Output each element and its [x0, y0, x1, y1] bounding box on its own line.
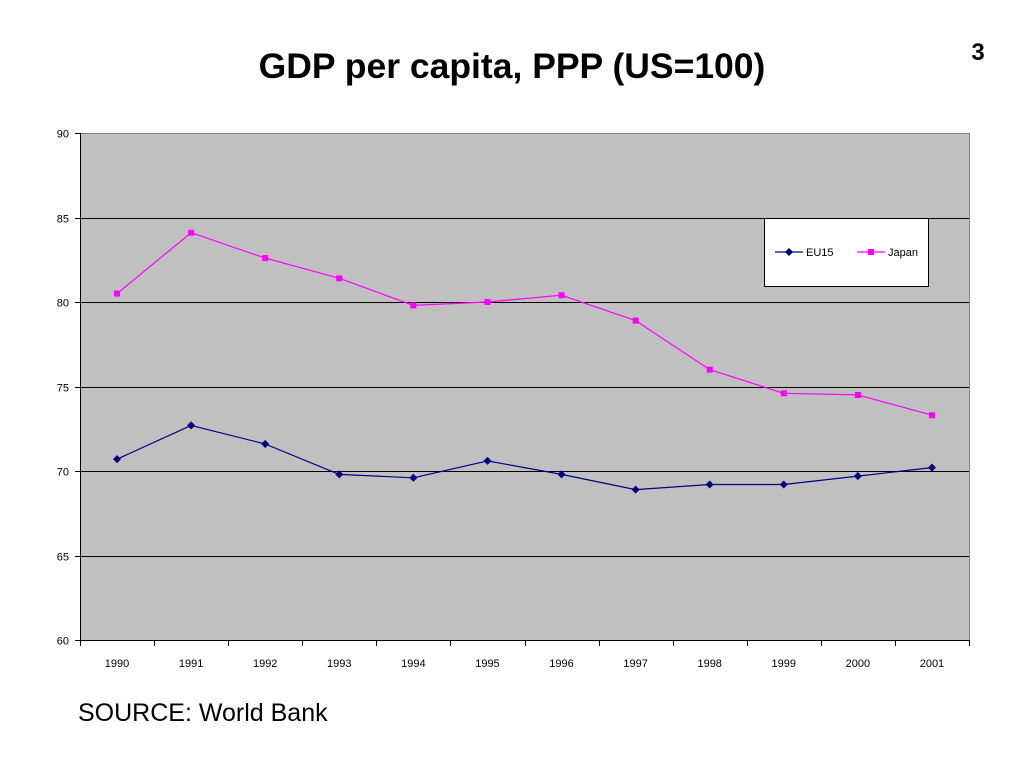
- x-tick-label: 1990: [105, 658, 129, 670]
- data-point-japan-1993: [336, 275, 343, 282]
- x-tick-label: 1993: [327, 658, 351, 670]
- data-point-japan-1996: [558, 292, 565, 299]
- data-point-eu15-1993: [335, 470, 344, 479]
- page-number: 3: [971, 39, 985, 66]
- series-group: [113, 229, 936, 494]
- data-point-eu15-1990: [113, 455, 122, 464]
- data-point-japan-1992: [262, 255, 269, 262]
- x-tick-label: 1994: [401, 658, 425, 670]
- x-tick-label: 2001: [920, 658, 944, 670]
- source-note: SOURCE: World Bank: [78, 699, 328, 727]
- data-point-japan-2000: [854, 391, 861, 398]
- data-point-japan-1994: [410, 302, 417, 309]
- series-line-japan: [116, 232, 933, 416]
- x-tick-label: 1999: [772, 658, 796, 670]
- data-point-eu15-1991: [187, 421, 196, 430]
- x-tick-label: 2000: [846, 658, 870, 670]
- slide-title: GDP per capita, PPP (US=100): [258, 46, 766, 86]
- data-point-japan-1999: [780, 390, 787, 397]
- data-point-eu15-2000: [853, 472, 862, 481]
- series-eu15: [113, 421, 936, 494]
- series-line-eu15: [116, 424, 933, 491]
- data-point-japan-1991: [188, 229, 195, 236]
- data-point-eu15-1997: [631, 485, 640, 494]
- legend: EU15 Japan: [764, 218, 929, 287]
- data-point-japan-1990: [114, 290, 121, 297]
- legend-marker-japan: [868, 249, 874, 255]
- x-tick-label: 1992: [253, 658, 277, 670]
- y-tick-label: 75: [57, 383, 69, 395]
- data-point-japan-1995: [484, 299, 491, 305]
- x-tick-label: 1991: [179, 658, 203, 670]
- data-point-japan-1998: [706, 366, 713, 373]
- legend-item-japan: Japan: [857, 247, 918, 259]
- y-tick-label: 70: [57, 467, 69, 479]
- data-point-japan-2001: [928, 412, 935, 419]
- data-point-eu15-1996: [557, 470, 566, 479]
- legend-label-japan: Japan: [888, 247, 918, 259]
- x-tick-label: 1997: [623, 658, 647, 670]
- data-point-japan-1997: [632, 317, 639, 324]
- data-point-eu15-1992: [261, 439, 270, 448]
- legend-label-eu15: EU15: [806, 247, 834, 259]
- legend-marker-eu15: [784, 247, 794, 257]
- data-point-eu15-1998: [705, 480, 714, 489]
- plot-group: [80, 133, 970, 641]
- x-tick-label: 1995: [475, 658, 499, 670]
- y-tick-label: 65: [57, 552, 69, 564]
- x-tick-label: 1996: [549, 658, 573, 670]
- data-point-eu15-2001: [927, 463, 936, 472]
- y-tick-label: 60: [57, 636, 69, 648]
- data-point-eu15-1999: [779, 480, 788, 489]
- y-tick-label: 90: [57, 129, 69, 141]
- y-tick-label: 80: [57, 298, 69, 310]
- data-point-eu15-1995: [483, 456, 492, 465]
- legend-item-eu15: EU15: [775, 247, 834, 259]
- y-tick-label: 85: [57, 214, 69, 226]
- x-tick-label: 1998: [697, 658, 721, 670]
- axes-group: 60 65 70 75 80 85 90 1990 1991 1992 1993 1994 1995 19…: [57, 129, 970, 670]
- series-japan: [114, 229, 935, 419]
- data-point-eu15-1994: [409, 473, 418, 482]
